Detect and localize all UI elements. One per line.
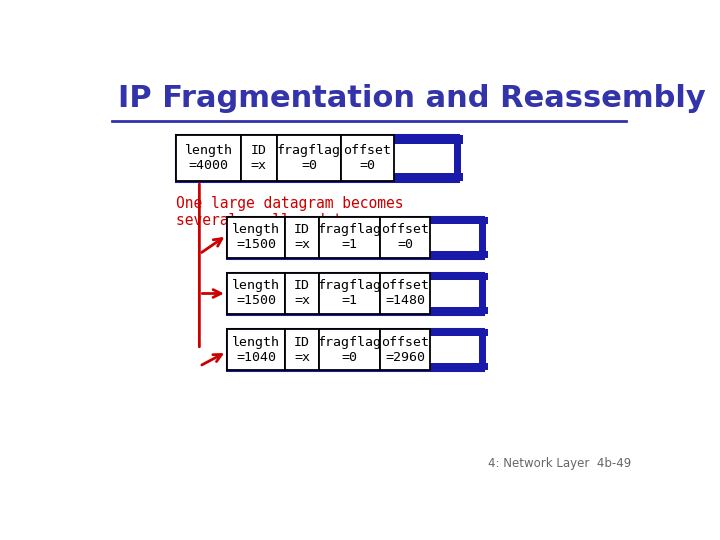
Bar bbox=[431, 217, 488, 224]
Bar bbox=[431, 280, 479, 307]
Bar bbox=[176, 136, 240, 181]
Bar bbox=[479, 224, 486, 251]
Text: length
=1500: length =1500 bbox=[232, 224, 280, 251]
Text: One large datagram becomes
several smaller datagrams: One large datagram becomes several small… bbox=[176, 196, 404, 228]
Text: ID
=x: ID =x bbox=[294, 224, 310, 251]
Bar bbox=[380, 329, 431, 370]
Text: ID
=x: ID =x bbox=[294, 280, 310, 307]
Text: offset
=0: offset =0 bbox=[382, 224, 429, 251]
Bar bbox=[395, 144, 454, 173]
Bar bbox=[431, 307, 488, 314]
Bar bbox=[285, 329, 319, 370]
Bar bbox=[319, 217, 380, 258]
Bar bbox=[431, 329, 488, 336]
Text: offset
=0: offset =0 bbox=[343, 144, 392, 172]
Text: offset
=2960: offset =2960 bbox=[382, 336, 429, 363]
Bar bbox=[479, 336, 486, 363]
Bar bbox=[176, 136, 459, 181]
Bar bbox=[380, 217, 431, 258]
Text: length
=1500: length =1500 bbox=[232, 280, 280, 307]
Text: IP Fragmentation and Reassembly: IP Fragmentation and Reassembly bbox=[118, 84, 706, 112]
Bar bbox=[285, 217, 319, 258]
Text: 4: Network Layer  4b-49: 4: Network Layer 4b-49 bbox=[488, 457, 631, 470]
Bar bbox=[227, 217, 285, 258]
Text: fragflag
=0: fragflag =0 bbox=[318, 336, 382, 363]
Text: length
=1040: length =1040 bbox=[232, 336, 280, 363]
Text: fragflag
=1: fragflag =1 bbox=[318, 280, 382, 307]
Bar bbox=[394, 136, 463, 144]
Bar bbox=[454, 144, 461, 173]
Bar bbox=[227, 273, 285, 314]
Bar bbox=[431, 363, 488, 370]
Bar bbox=[341, 136, 394, 181]
Bar bbox=[227, 329, 483, 370]
Text: length
=4000: length =4000 bbox=[184, 144, 233, 172]
Bar bbox=[240, 136, 277, 181]
Bar bbox=[319, 273, 380, 314]
Bar bbox=[227, 217, 483, 258]
Bar bbox=[380, 273, 431, 314]
Bar bbox=[431, 336, 479, 363]
Bar bbox=[319, 329, 380, 370]
Text: ID
=x: ID =x bbox=[294, 336, 310, 363]
Bar bbox=[227, 329, 285, 370]
Bar bbox=[285, 273, 319, 314]
Bar bbox=[277, 136, 341, 181]
Bar bbox=[431, 251, 488, 258]
Bar bbox=[227, 273, 483, 314]
Text: offset
=1480: offset =1480 bbox=[382, 280, 429, 307]
Text: fragflag
=0: fragflag =0 bbox=[277, 144, 341, 172]
Text: fragflag
=1: fragflag =1 bbox=[318, 224, 382, 251]
Bar bbox=[394, 173, 463, 181]
Bar bbox=[479, 280, 486, 307]
Text: ID
=x: ID =x bbox=[251, 144, 267, 172]
Bar bbox=[431, 273, 488, 280]
Bar bbox=[431, 224, 479, 251]
